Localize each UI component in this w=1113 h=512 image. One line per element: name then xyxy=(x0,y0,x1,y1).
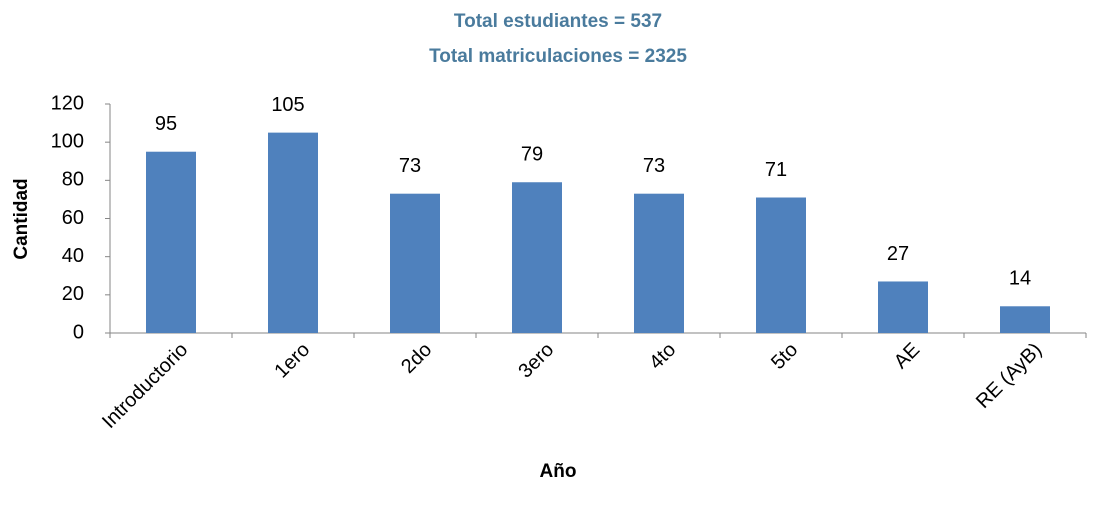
y-tick-label: 100 xyxy=(51,130,84,152)
bar xyxy=(268,132,318,333)
bar xyxy=(146,151,196,333)
bar xyxy=(390,193,440,333)
data-label: 71 xyxy=(765,159,787,181)
chart-subtitle: Total matriculaciones = 2325 xyxy=(429,46,687,67)
x-axis-title: Año xyxy=(540,461,577,482)
bar xyxy=(756,197,806,333)
x-tick-label: AE xyxy=(890,339,924,373)
x-tick-label: 3ero xyxy=(514,339,558,383)
x-tick-label: 5to xyxy=(767,339,802,374)
y-axis-title: Cantidad xyxy=(11,178,32,259)
data-label: 73 xyxy=(643,155,665,177)
y-tick-label: 120 xyxy=(51,92,84,114)
x-tick-label: Introductorio xyxy=(98,339,192,433)
x-tick-label: RE (AyB) xyxy=(972,339,1046,413)
y-tick-label: 0 xyxy=(73,321,84,343)
bar xyxy=(1000,306,1050,333)
bar xyxy=(634,193,684,333)
bar xyxy=(878,281,928,333)
x-tick-label: 2do xyxy=(397,339,436,378)
y-tick-label: 60 xyxy=(62,207,84,229)
data-label: 105 xyxy=(271,94,304,116)
data-label: 73 xyxy=(399,155,421,177)
x-tick-label: 1ero xyxy=(270,339,314,383)
data-label: 95 xyxy=(155,113,177,135)
data-label: 79 xyxy=(521,144,543,166)
chart-title: Total estudiantes = 537 xyxy=(454,11,662,32)
y-tick-label: 80 xyxy=(62,169,84,191)
x-tick-label: 4to xyxy=(645,339,680,374)
bar xyxy=(512,182,562,333)
y-tick-label: 40 xyxy=(62,245,84,267)
data-label: 14 xyxy=(1009,268,1031,290)
data-label: 27 xyxy=(887,243,909,265)
y-tick-label: 20 xyxy=(62,283,84,305)
